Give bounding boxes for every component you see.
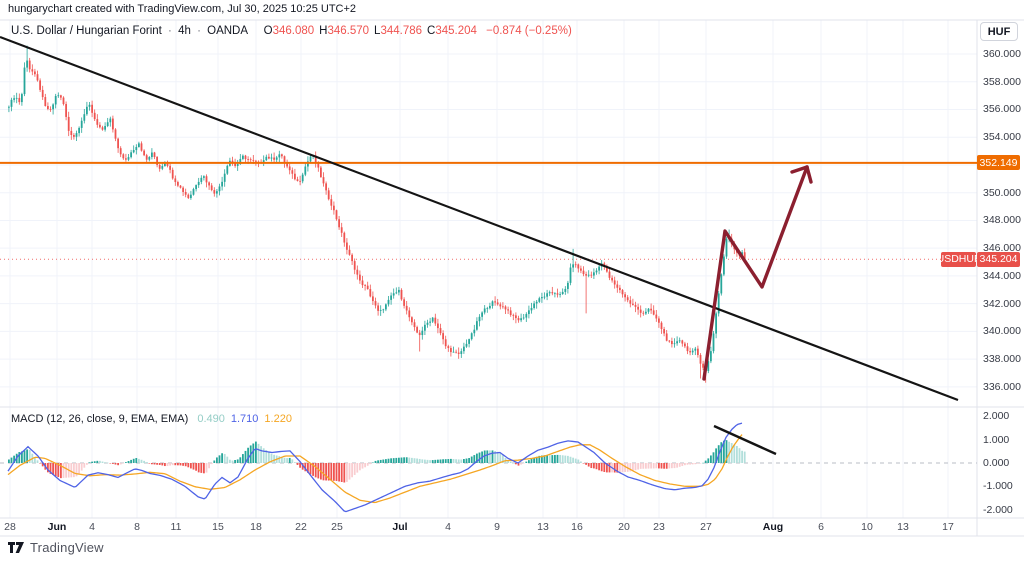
projection-arrow[interactable] — [702, 165, 813, 381]
descending-trendline[interactable] — [0, 35, 959, 402]
macd-values: 0.490 1.710 1.220 — [191, 413, 292, 425]
ohlc-label: H — [319, 25, 328, 37]
time-axis-label: 17 — [942, 521, 954, 533]
time-axis-label: 13 — [537, 521, 549, 533]
time-axis-label: Aug — [762, 521, 784, 533]
price-axis-label: 336.000 — [983, 380, 1021, 393]
ohlc-value: 345.204 — [435, 25, 477, 37]
symbol-badge: USDHUF — [936, 251, 981, 267]
legend-separator: · — [168, 25, 172, 37]
time-axis-label: 6 — [818, 521, 824, 533]
price-axis-label: 354.000 — [983, 131, 1021, 144]
symbol-legend: U.S. Dollar / Hungarian Forint · 4h · OA… — [11, 25, 572, 37]
macd-axis-label: -2.000 — [983, 503, 1013, 516]
price-axis-label: 348.000 — [983, 214, 1021, 227]
price-axis-label: 350.000 — [983, 186, 1021, 199]
time-axis-label: 27 — [700, 521, 712, 533]
price-axis-label: 338.000 — [983, 353, 1021, 366]
time-axis-label: 23 — [653, 521, 665, 533]
time-axis-label: 20 — [618, 521, 630, 533]
time-axis-label: 25 — [331, 521, 343, 533]
macd-axis-label: 0.000 — [983, 457, 1010, 469]
macd-legend-value: 1.710 — [230, 413, 259, 425]
price-axis-label: 346.000 — [983, 242, 1021, 255]
price-axis-label: 342.000 — [983, 297, 1021, 310]
gridlines — [0, 20, 977, 518]
ohlc-label: L — [374, 25, 381, 37]
ohlc-value: 344.786 — [380, 25, 423, 37]
time-axis-label: 9 — [494, 521, 500, 533]
price-axis-label: 360.000 — [983, 48, 1021, 60]
macd-axis-label: 2.000 — [983, 410, 1010, 423]
time-axis-label: 18 — [250, 521, 262, 533]
price-axis-label: 344.000 — [983, 269, 1021, 282]
time-axis-label: 16 — [571, 521, 583, 533]
time-axis-label: 15 — [212, 521, 224, 533]
tradingview-label: TradingView — [30, 540, 104, 555]
macd-axis-label: -1.000 — [983, 480, 1013, 493]
ohlc-label: O — [263, 25, 273, 37]
time-axis-label: Jun — [47, 521, 67, 533]
last-price-badge: 345.204 — [977, 251, 1020, 267]
exchange-label: OANDA — [207, 25, 248, 37]
macd-signal-line — [7, 434, 743, 504]
attribution-text: hungarychart created with TradingView.co… — [8, 3, 357, 15]
change-value: −0.874 (−0.25%) — [486, 25, 572, 37]
macd-divergence-line[interactable] — [713, 424, 777, 456]
time-axis-label: Jul — [392, 521, 408, 533]
time-axis-label: 22 — [295, 521, 307, 533]
legend-separator: · — [197, 25, 201, 37]
time-axis[interactable]: 28 Jun 4 8 11 15 18 22 25 Jul 4 9 13 16 20 23 27 Aug 6 10 13… — [0, 521, 977, 536]
ohlc-label: C — [427, 25, 436, 37]
price-axis-label: 356.000 — [983, 103, 1021, 116]
candlestick-series — [8, 45, 746, 383]
symbol-title: U.S. Dollar / Hungarian Forint — [11, 25, 162, 37]
ohlc-value: 346.080 — [272, 25, 315, 37]
macd-title: MACD (12, 26, close, 9, EMA, EMA) — [11, 413, 189, 425]
macd-legend-value: 1.220 — [264, 413, 292, 425]
resistance-price-badge: 352.149 — [977, 155, 1020, 171]
interval-label: 4h — [178, 25, 191, 37]
time-axis-label: 4 — [89, 521, 95, 533]
macd-legend: MACD (12, 26, close, 9, EMA, EMA) 0.490 1… — [11, 413, 292, 425]
pane-frame — [0, 19, 1024, 537]
macd-axis-label: 1.000 — [983, 433, 1010, 446]
price-axis[interactable]: 360.000 358.000 356.000 354.000 350.000 348.0… — [977, 20, 1024, 536]
time-axis-label: 11 — [170, 521, 182, 533]
ohlc-values: O346.080 H346.570 L344.786 C345.204 — [259, 25, 477, 37]
currency-axis-button[interactable]: HUF — [980, 22, 1018, 41]
price-axis-label: 358.000 — [983, 75, 1021, 88]
macd-legend-value: 0.490 — [197, 413, 225, 425]
macd-histogram — [8, 440, 746, 483]
time-axis-label: 13 — [897, 521, 909, 533]
ohlc-value: 346.570 — [327, 25, 370, 37]
time-axis-label: 4 — [445, 521, 451, 533]
time-axis-label: 10 — [861, 521, 873, 533]
tradingview-icon — [8, 542, 24, 553]
tradingview-logo[interactable]: TradingView — [8, 540, 104, 555]
time-axis-label: 28 — [4, 521, 16, 533]
macd-line — [7, 422, 743, 513]
time-axis-label: 8 — [134, 521, 140, 533]
price-axis-label: 340.000 — [983, 325, 1021, 338]
